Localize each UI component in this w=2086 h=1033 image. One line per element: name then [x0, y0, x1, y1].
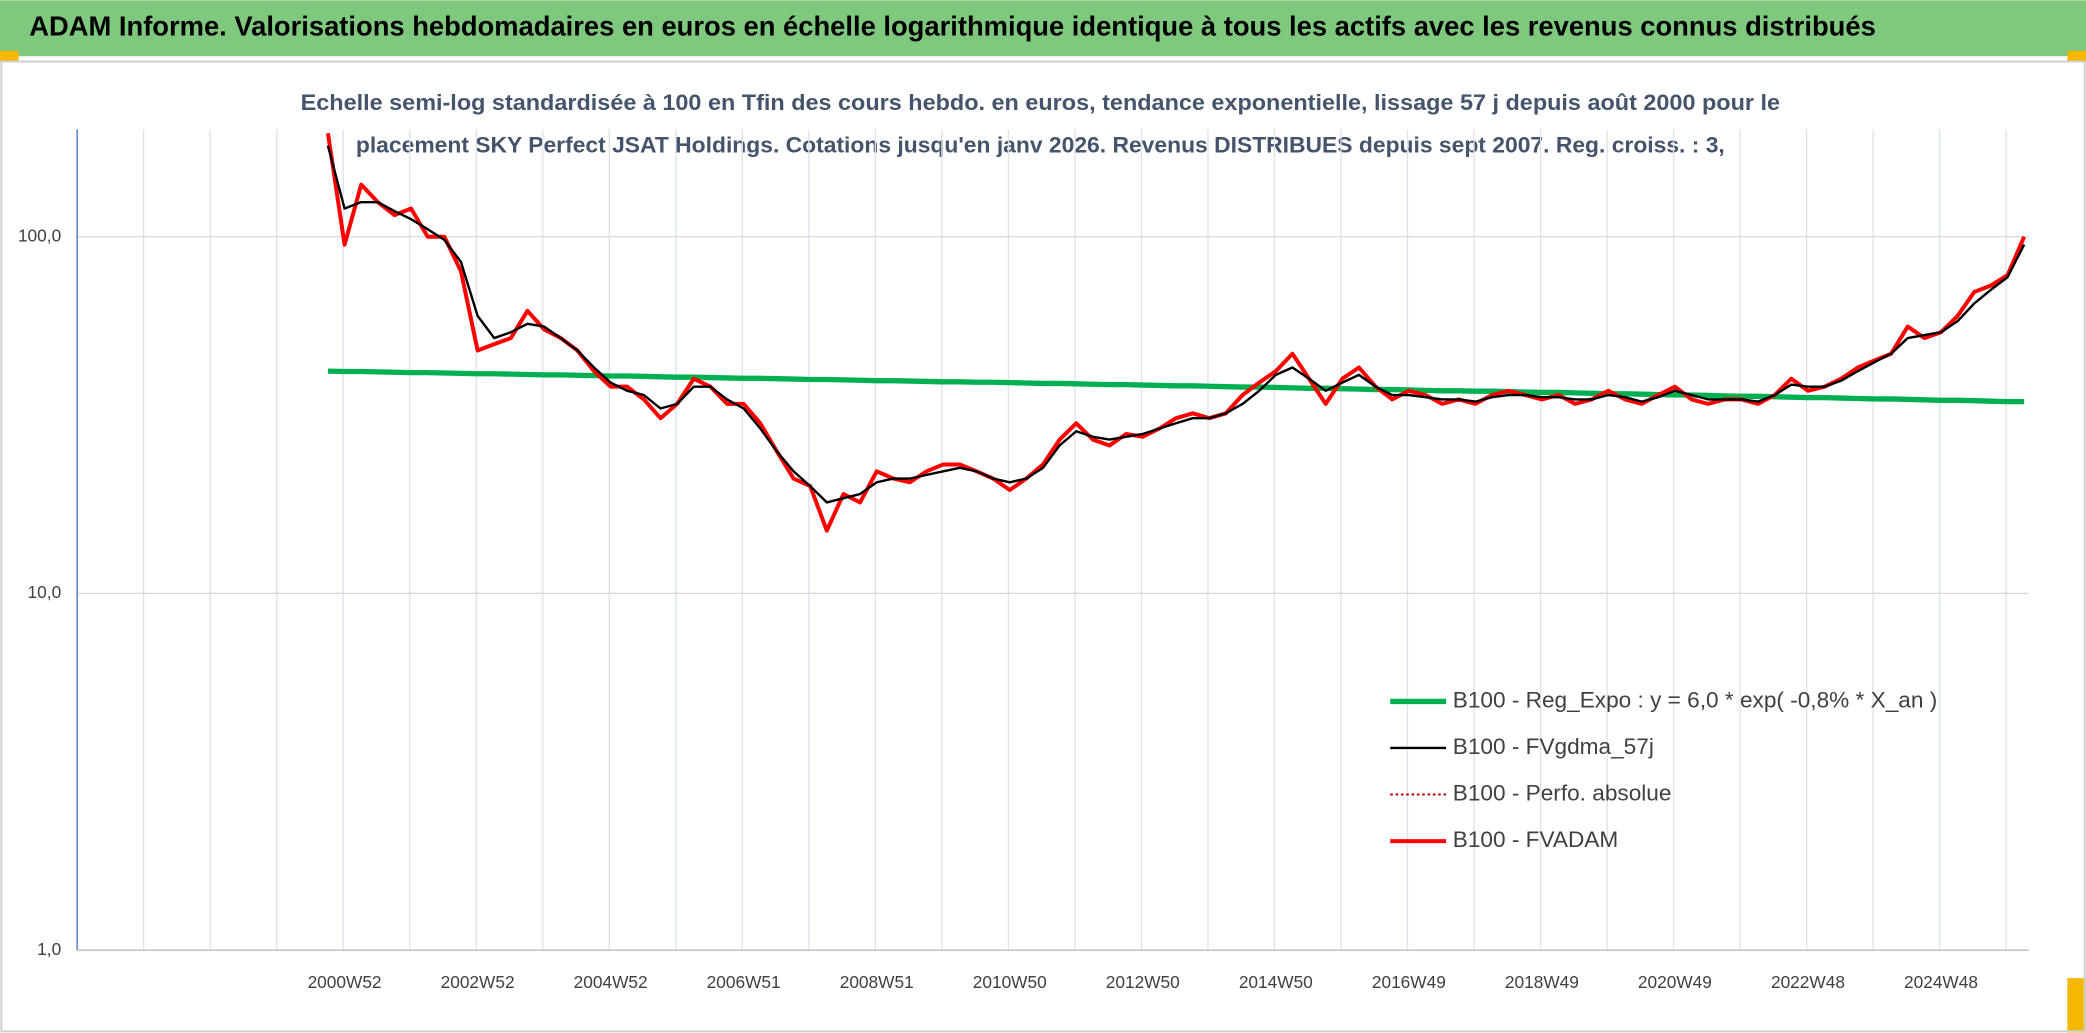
series-line	[327, 368, 2025, 405]
frame	[0, 60, 2086, 1033]
x-tick-label: 2002W52	[441, 972, 515, 992]
chart-subtitle: placement SKY Perfect JSAT Holdings. Cot…	[356, 133, 1725, 158]
x-tick-label: 2006W51	[707, 972, 781, 992]
x-tick-label: 2022W48	[1771, 972, 1845, 992]
corner	[0, 50, 19, 62]
x-tick-label: 2016W49	[1372, 972, 1446, 992]
y-tick-label: 1,0	[37, 939, 61, 959]
vertical-grid	[143, 129, 2007, 951]
y-tick-label: 100,0	[18, 225, 61, 245]
legend-label: B100 - Perfo. absolue	[1453, 781, 1672, 806]
y-tick-label: 10,0	[28, 582, 62, 602]
corner	[2067, 50, 2086, 62]
x-tick-label: 2008W51	[840, 972, 914, 992]
x-tick-label: 2018W49	[1505, 972, 1579, 992]
x-tick-label: 2000W52	[308, 972, 382, 992]
x-tick-label: 2014W50	[1239, 972, 1313, 992]
chart-title: ADAM Informe. Valorisations hebdomadaire…	[29, 11, 1876, 42]
x-tick-label: 2004W52	[574, 972, 648, 992]
legend-label: B100 - FVADAM	[1453, 827, 1618, 852]
legend-label: B100 - FVgdma_57j	[1453, 734, 1654, 759]
chart-subtitle: Echelle semi-log standardisée à 100 en T…	[301, 90, 1780, 115]
x-tick-label: 2010W50	[973, 972, 1047, 992]
x-tick-label: 2024W48	[1904, 972, 1978, 992]
header-bar	[0, 0, 2086, 57]
x-tick-label: 2020W49	[1638, 972, 1712, 992]
series-line	[326, 145, 2026, 504]
legend-label: B100 - Reg_Expo : y = 6,0 * exp( -0,8% *…	[1453, 687, 1937, 712]
corner	[2067, 978, 2086, 1033]
x-tick-label: 2012W50	[1106, 972, 1180, 992]
